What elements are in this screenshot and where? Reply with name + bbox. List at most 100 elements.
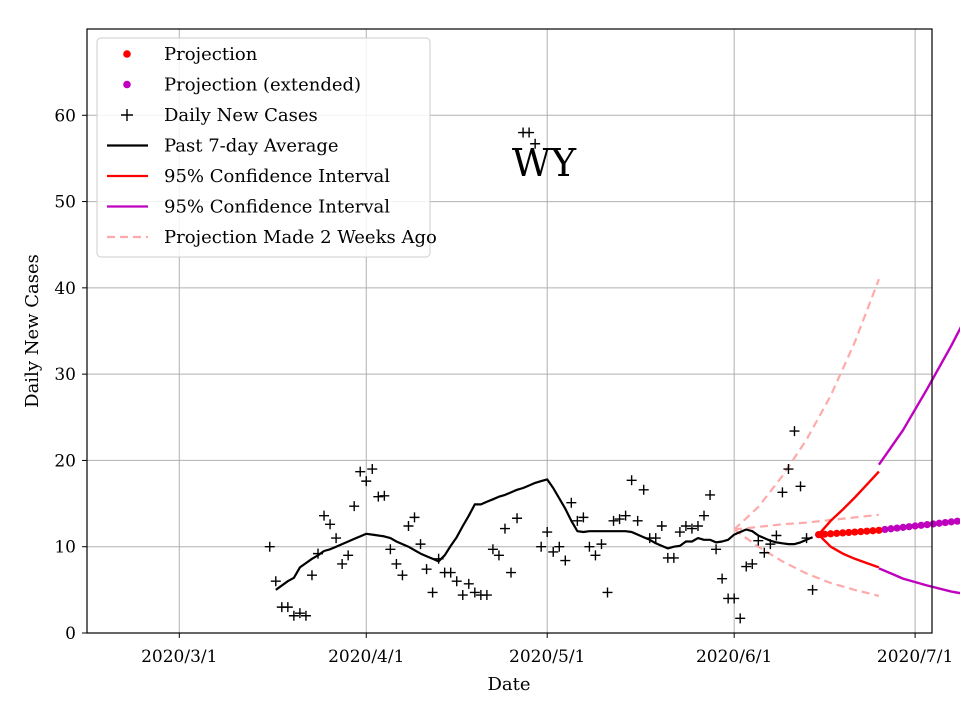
daily-case-point: [343, 550, 354, 561]
legend-box: [96, 37, 431, 258]
daily-case-point: [735, 613, 746, 624]
daily-case-point: [548, 546, 559, 557]
daily-case-point: [656, 521, 667, 532]
projection-extended-point: [935, 519, 943, 527]
daily-case-point: [795, 481, 806, 492]
projection-point: [827, 530, 835, 538]
projection-point: [869, 527, 877, 535]
daily-case-point: [385, 544, 396, 555]
daily-case-point: [777, 487, 788, 498]
y-tick-label: 40: [54, 279, 76, 299]
projection-extended-point: [887, 525, 895, 533]
daily-case-point: [602, 587, 613, 598]
daily-case-point: [699, 510, 710, 521]
projection-extended-point: [881, 525, 889, 534]
x-axis-label: Date: [487, 674, 530, 695]
daily-case-point: [524, 127, 535, 138]
legend-label: Daily New Cases: [164, 105, 318, 126]
y-tick-label: 0: [65, 624, 76, 644]
daily-case-point: [451, 576, 462, 587]
daily-case-point: [705, 489, 716, 500]
daily-case-point: [264, 541, 275, 552]
daily-case-point: [463, 578, 474, 589]
daily-case-point: [361, 476, 372, 487]
daily-case-point: [493, 550, 504, 561]
projection-point: [839, 529, 847, 537]
projection-extended-point: [947, 518, 955, 526]
ci-upper-line: [817, 470, 880, 536]
legend-label: 95% Confidence Interval: [164, 166, 390, 187]
daily-case-point: [759, 547, 770, 558]
daily-case-point: [530, 138, 541, 149]
daily-case-point: [578, 512, 589, 523]
daily-case-point: [433, 553, 444, 564]
daily-case-point: [765, 539, 776, 550]
daily-case-point: [445, 567, 456, 578]
legend: Projection Projection (extended) Daily New…: [96, 37, 437, 258]
daily-case-point: [457, 590, 468, 601]
y-tick-label: 10: [54, 538, 76, 558]
daily-case-point: [674, 527, 685, 538]
y-tick-label: 50: [54, 193, 76, 213]
legend-label: Projection (extended): [164, 75, 361, 96]
ticks: 2020/3/1 2020/4/1 2020/5/1 2020/6/1 2020/7/1…: [54, 106, 953, 667]
daily-case-point: [536, 541, 547, 552]
projection-point: [863, 527, 871, 535]
daily-case-point: [427, 587, 438, 598]
projection-2wk-upper-line: [733, 278, 880, 531]
daily-case-point: [421, 564, 432, 575]
daily-case-point: [499, 523, 510, 534]
daily-case-point: [506, 567, 517, 578]
daily-case-point: [337, 558, 348, 569]
daily-case-point: [753, 535, 764, 546]
y-tick-label: 20: [54, 451, 76, 471]
projection-extended-point: [941, 518, 949, 527]
plot-area: [264, 127, 960, 624]
daily-case-point: [807, 584, 818, 595]
region-label: WY: [512, 141, 577, 185]
daily-case-point: [572, 515, 583, 526]
daily-case-point: [313, 548, 324, 559]
daily-case-point: [391, 558, 402, 569]
projection-point: [821, 530, 829, 538]
legend-label: Past 7-day Average: [164, 136, 339, 157]
daily-case-point: [783, 464, 794, 475]
daily-case-point: [300, 610, 311, 621]
daily-case-point: [596, 539, 607, 550]
daily-case-point: [409, 512, 420, 523]
ci-lower-line: [817, 533, 880, 569]
daily-case-point: [397, 570, 408, 581]
y-tick-label: 30: [54, 365, 76, 385]
daily-case-point: [554, 541, 565, 552]
projection-point: [845, 528, 853, 537]
daily-case-point: [349, 501, 360, 512]
daily-case-point: [650, 533, 661, 544]
y-tick-label: 60: [54, 106, 76, 126]
daily-case-point: [415, 539, 426, 550]
projection-point: [851, 528, 859, 536]
daily-case-point: [741, 561, 752, 572]
projection-extended-point: [905, 523, 913, 531]
legend-label: 95% Confidence Interval: [164, 197, 390, 218]
daily-case-point: [282, 602, 293, 613]
projection-extended-point: [923, 521, 931, 529]
x-tick-label: 2020/7/1: [877, 647, 953, 667]
projection-point: [857, 528, 865, 536]
daily-case-point: [331, 533, 342, 544]
projection-extended-point: [899, 523, 907, 531]
daily-case-point: [680, 521, 691, 532]
daily-case-point: [403, 521, 414, 532]
daily-case-point: [729, 593, 740, 604]
daily-case-point: [614, 514, 625, 525]
daily-case-point: [469, 587, 480, 598]
x-tick-label: 2020/4/1: [328, 647, 404, 667]
ci-extended-upper-line: [877, 326, 960, 466]
daily-case-point: [512, 513, 523, 524]
daily-case-point: [638, 484, 649, 495]
daily-case-point: [620, 510, 631, 521]
legend-label: Projection: [164, 44, 258, 65]
daily-case-point: [288, 610, 299, 621]
x-tick-label: 2020/3/1: [141, 647, 217, 667]
projection-extended-point: [917, 521, 925, 529]
past-7day-average-line: [275, 478, 814, 591]
